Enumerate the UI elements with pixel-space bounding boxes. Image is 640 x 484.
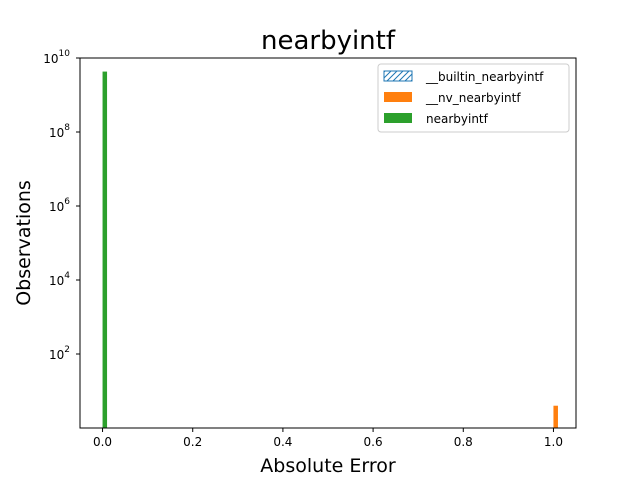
legend-label: __nv_nearbyintf	[425, 91, 521, 105]
legend-frame	[377, 63, 570, 133]
x-axis: 0.0 0.2 0.4 0.6 0.8 1.0	[93, 428, 563, 449]
plot-frame	[79, 57, 577, 429]
x-tick-label: 1.0	[544, 435, 563, 449]
bars-group	[102, 71, 558, 428]
legend-swatch	[383, 70, 413, 82]
x-tick-label: 0.8	[454, 435, 473, 449]
y-axis-label: Observations	[13, 180, 35, 306]
y-tick-label: 108	[49, 123, 70, 140]
x-tick-label: 0.2	[183, 435, 202, 449]
y-axis: 102 104 106 108 1010	[43, 49, 80, 362]
y-tick-label: 104	[49, 271, 70, 288]
x-tick-label: 0.6	[364, 435, 383, 449]
legend-swatch	[384, 92, 412, 102]
y-tick-label: 106	[49, 197, 70, 214]
legend-label: __builtin_nearbyintf	[425, 70, 544, 84]
y-tick-label: 1010	[43, 49, 70, 66]
bar-nearbyintf-0	[102, 71, 108, 428]
chart-title: nearbyintf	[261, 26, 396, 56]
x-tick-label: 0.0	[93, 435, 112, 449]
x-tick-label: 0.4	[273, 435, 292, 449]
bar-nvnearbyintf-0	[553, 405, 558, 428]
x-axis-label: Absolute Error	[260, 455, 396, 477]
legend: __builtin_nearbyintf __nv_nearbyintfnearb…	[377, 63, 570, 133]
y-tick-label: 102	[49, 345, 70, 362]
legend-swatch	[384, 113, 412, 123]
legend-label: nearbyintf	[426, 112, 489, 126]
